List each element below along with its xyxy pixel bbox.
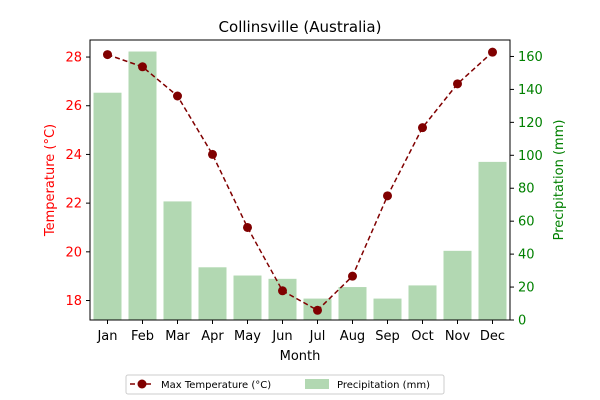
x-tick-label: Mar [165,329,190,344]
temperature-point [173,91,182,101]
temperature-point [453,79,462,89]
x-tick-label: Feb [131,329,154,344]
temperature-point [103,50,112,60]
temperature-line-path [107,51,494,312]
y-right-tick-label: 80 [518,182,535,197]
y-right-tick-label: 40 [518,248,535,263]
temperature-point [278,286,287,296]
legend-bar-swatch [305,379,329,389]
temperature-point [383,191,392,201]
plot-frame [89,39,511,321]
y-right-tick-label: 140 [518,83,543,98]
x-tick-label: Apr [201,329,224,344]
x-tick-label: Jun [271,329,292,344]
chart-title: Collinsville (Australia) [219,18,382,36]
y-axis-left-title: Temperature (°C) [43,124,58,237]
temperature-point [313,305,322,315]
temperature-point [243,222,252,232]
x-tick-label: Jan [96,329,117,344]
precipitation-bar [93,92,122,321]
precipitation-bar [128,51,157,320]
x-tick-label: Aug [340,329,365,344]
precipitation-bar [163,201,192,320]
precipitation-bar [198,267,227,320]
axes: Jan Feb Mar Apr May Jun Jul Aug Sep Oct Nov Dec 18 20… [65,50,542,344]
temperature-point [348,271,357,281]
y-right-tick-label: 120 [518,116,543,131]
y-left-tick-label: 26 [65,99,82,114]
legend: Max Temperature (°C) Precipitation (mm) [125,374,445,395]
x-tick-label: Jul [309,329,326,344]
x-tick-label: Sep [375,329,400,344]
temperature-line [103,47,497,315]
y-right-tick-label: 100 [518,149,543,164]
precipitation-bar [478,161,507,320]
y-right-tick-label: 60 [518,215,535,230]
x-tick-label: Nov [445,329,471,344]
precipitation-bar [408,285,437,320]
temperature-point [418,123,427,133]
y-right-tick-label: 160 [518,50,543,65]
temperature-point [208,149,217,159]
y-right-tick-label: 0 [518,314,526,329]
precipitation-bar [338,287,367,320]
precipitation-bar [233,275,262,320]
y-left-tick-label: 28 [65,51,82,66]
legend-marker-swatch [137,379,147,389]
precipitation-bar [373,298,402,320]
legend-box [125,374,445,395]
x-tick-label: Dec [480,329,505,344]
x-axis-title: Month [280,349,321,364]
y-right-tick-label: 20 [518,281,535,296]
y-left-tick-label: 24 [65,148,82,163]
y-left-tick-label: 20 [65,245,82,260]
temperature-point [488,47,497,57]
x-tick-label: May [234,329,261,344]
x-tick-label: Oct [411,329,433,344]
legend-label-temperature: Max Temperature (°C) [161,380,271,391]
y-left-tick-label: 18 [65,294,82,309]
precipitation-bar [268,278,297,320]
precipitation-bars [93,51,507,321]
temperature-point [138,62,147,72]
y-left-tick-label: 22 [65,197,82,212]
y-axis-right-title: Precipitation (mm) [552,120,567,241]
legend-label-precipitation: Precipitation (mm) [337,380,430,391]
precipitation-bar [443,250,472,320]
